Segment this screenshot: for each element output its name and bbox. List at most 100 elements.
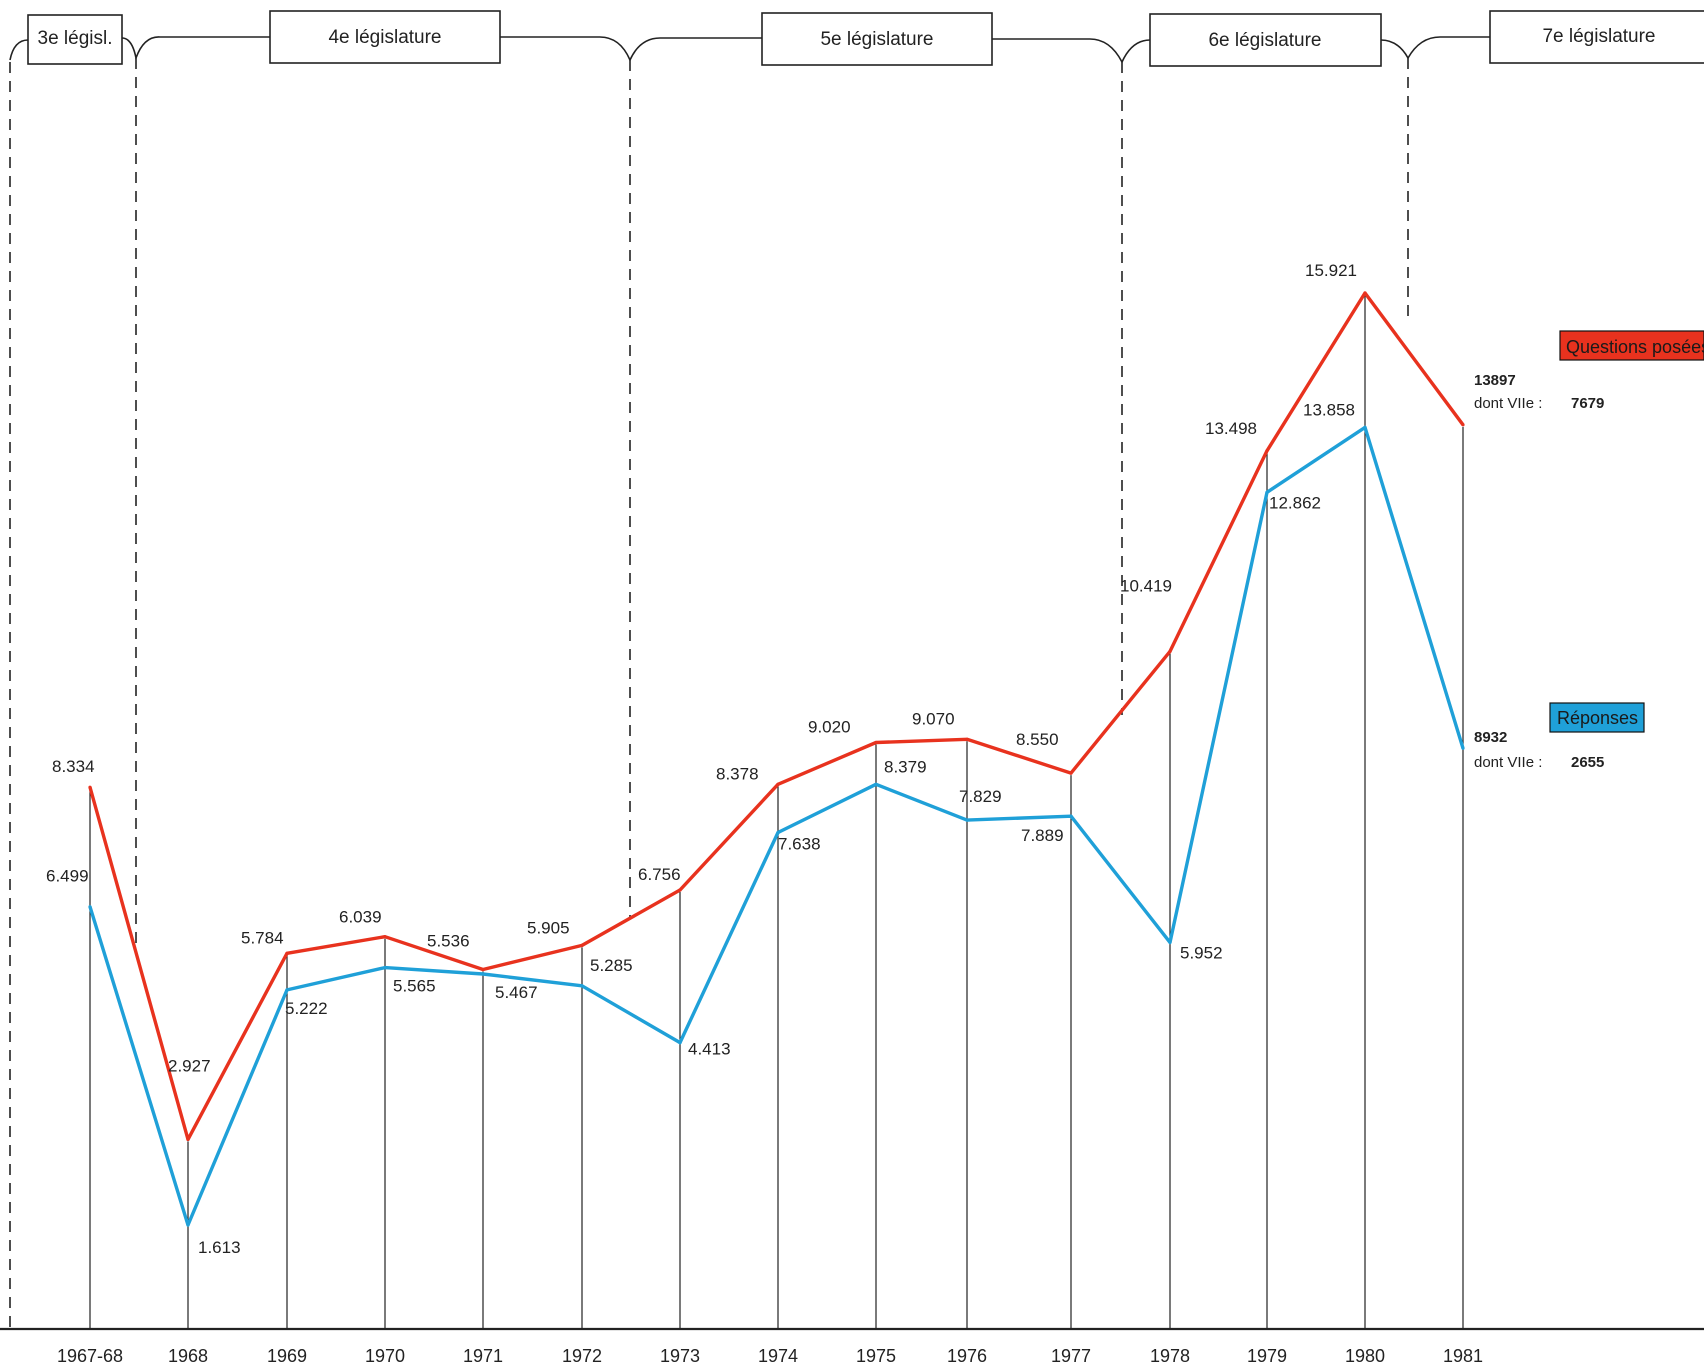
questions-point <box>1461 423 1465 427</box>
legislature-box-4 <box>269 10 501 64</box>
questions-point <box>1363 291 1367 295</box>
x-tick-label: 1980 <box>1345 1346 1385 1366</box>
reponses-value-label: 5.467 <box>495 983 538 1002</box>
legislature-separators <box>9 58 1409 1328</box>
end-notes: 13897 dont VIIe : 7679 8932 dont VIIe : … <box>1474 372 1604 771</box>
x-tick-labels: 1967-68 1968 1969 1970 1971 1972 1973 1974 1975 1… <box>57 1346 1483 1366</box>
questions-value-label: 9.020 <box>808 718 851 737</box>
reponses-value-label: 1.613 <box>198 1238 241 1257</box>
legislature-label-4: 4e législature <box>328 27 441 48</box>
x-tick-label: 1968 <box>168 1346 208 1366</box>
questions-point <box>88 785 92 789</box>
reponses-value-label: 4.413 <box>688 1040 731 1059</box>
reponses-point <box>1265 490 1269 494</box>
legislature-headers: 3e législ. 4e législature 5e législature… <box>27 10 1704 67</box>
legislature-box-7 <box>1489 10 1704 64</box>
reponses-point <box>874 782 878 786</box>
legend-reponses-label: Réponses <box>1557 708 1638 728</box>
reponses-point <box>285 988 289 992</box>
legislature-label-5: 5e législature <box>820 29 933 50</box>
reponses-value-label: 5.222 <box>285 999 328 1018</box>
x-tick-label: 1975 <box>856 1346 896 1366</box>
reponses-point <box>1461 746 1465 750</box>
questions-value-label: 2.927 <box>168 1056 211 1075</box>
questions-end-value: 13897 <box>1474 372 1516 389</box>
x-tick-label: 1970 <box>365 1346 405 1366</box>
questions-point <box>678 888 682 892</box>
reponses-point <box>88 905 92 909</box>
legend-questions-swatch <box>1559 330 1704 361</box>
reponses-series-line <box>88 425 1465 1227</box>
reponses-point <box>1363 425 1367 429</box>
reponses-point <box>580 984 584 988</box>
questions-point <box>481 967 485 972</box>
reponses-value-label: 5.565 <box>393 977 436 996</box>
x-tick-label: 1976 <box>947 1346 987 1366</box>
reponses-end-value: 8932 <box>1474 729 1507 746</box>
x-tick-label: 1967-68 <box>57 1346 123 1366</box>
questions-value-label: 8.378 <box>716 764 759 783</box>
questions-value-label: 8.550 <box>1016 730 1059 749</box>
reponses-value-label: 7.829 <box>959 787 1002 806</box>
x-tick-label: 1969 <box>267 1346 307 1366</box>
legend: Questions posées Réponses <box>1549 330 1704 733</box>
legislature-box-5 <box>761 12 993 66</box>
questions-end-prefix: dont VIIe : <box>1474 395 1542 412</box>
reponses-point <box>383 966 387 970</box>
reponses-value-label: 12.862 <box>1269 493 1321 512</box>
questions-value-label: 10.419 <box>1120 576 1172 595</box>
reponses-point <box>186 1223 190 1227</box>
reponses-point <box>678 1041 682 1045</box>
x-tick-label: 1977 <box>1051 1346 1091 1366</box>
questions-value-label: 5.536 <box>427 931 470 950</box>
reponses-value-label: 5.285 <box>590 956 633 975</box>
questions-value-label: 5.784 <box>241 928 284 947</box>
reponses-value-label: 7.889 <box>1021 826 1064 845</box>
reponses-end-subvalue: 2655 <box>1571 754 1604 771</box>
questions-point <box>383 935 387 939</box>
questions-point <box>285 951 289 955</box>
questions-value-label: 5.905 <box>527 918 570 937</box>
reponses-value-label: 13.858 <box>1303 400 1355 419</box>
series-lines <box>88 291 1465 1227</box>
legislature-label-6: 6e législature <box>1208 30 1321 51</box>
questions-value-label: 13.498 <box>1205 419 1257 438</box>
questions-end-subvalue: 7679 <box>1571 395 1604 412</box>
questions-point <box>776 782 780 786</box>
legislature-label-3: 3e législ. <box>38 28 113 49</box>
reponses-point <box>481 972 485 976</box>
reponses-value-label: 6.499 <box>46 867 89 886</box>
questions-point <box>965 737 969 741</box>
legislature-label-7: 7e législature <box>1542 26 1655 47</box>
reponses-point <box>965 818 969 822</box>
questions-value-label: 6.756 <box>638 865 681 884</box>
questions-value-label: 9.070 <box>912 709 955 728</box>
reponses-value-label: 7.638 <box>778 835 821 854</box>
questions-point <box>1168 649 1172 654</box>
questions-point <box>186 1137 190 1141</box>
questions-point <box>1069 771 1073 775</box>
questions-value-label: 15.921 <box>1305 261 1357 280</box>
value-labels: 8.334 2.927 5.784 6.039 5.536 5.905 6.756 8.378… <box>46 261 1357 1257</box>
reponses-point <box>776 830 780 835</box>
questions-point <box>580 943 584 948</box>
questions-value-label: 6.039 <box>339 908 382 927</box>
legend-questions-label: Questions posées <box>1566 337 1704 357</box>
x-tick-label: 1979 <box>1247 1346 1287 1366</box>
reponses-value-label: 5.952 <box>1180 943 1223 962</box>
questions-point <box>1265 449 1269 453</box>
vertical-drop-lines <box>89 295 1464 1329</box>
reponses-point <box>1069 814 1073 818</box>
x-tick-label: 1974 <box>758 1346 798 1366</box>
x-tick-label: 1981 <box>1443 1346 1483 1366</box>
x-tick-label: 1972 <box>562 1346 602 1366</box>
x-tick-label: 1971 <box>463 1346 503 1366</box>
questions-point <box>874 740 878 745</box>
reponses-value-label: 8.379 <box>884 757 927 776</box>
reponses-point <box>1168 940 1172 945</box>
x-tick-label: 1978 <box>1150 1346 1190 1366</box>
legend-reponses-swatch <box>1549 702 1645 733</box>
questions-value-label: 8.334 <box>52 757 95 776</box>
x-tick-label: 1973 <box>660 1346 700 1366</box>
